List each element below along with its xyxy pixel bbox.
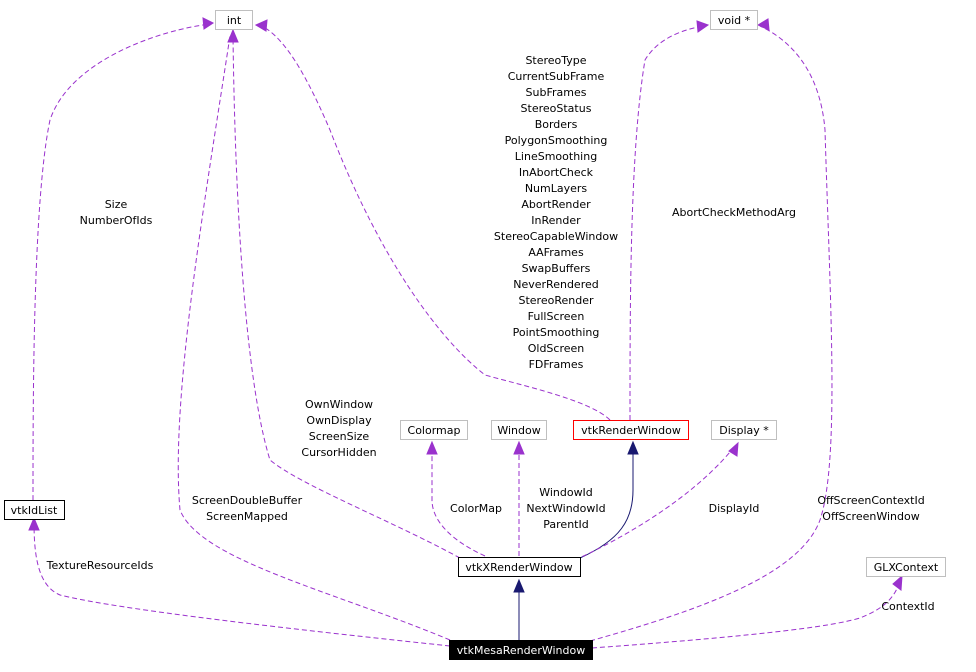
edge-mesa-void	[589, 25, 833, 642]
edge-label-line: OldScreen	[528, 342, 585, 355]
arrowhead-window	[513, 440, 525, 455]
edge-label-window: WindowId NextWindowId ParentId	[526, 486, 605, 531]
edge-label-line: ScreenDoubleBuffer	[192, 494, 303, 507]
edge-label-line: NextWindowId	[526, 502, 605, 515]
node-int-label: int	[227, 14, 242, 27]
edge-label-line: SwapBuffers	[522, 262, 591, 275]
arrowhead-int-left	[202, 17, 214, 30]
edge-label-line: DisplayId	[709, 502, 760, 515]
edge-renderwindow-int	[261, 25, 611, 421]
edge-label-int-mesa: ScreenDoubleBuffer ScreenMapped	[192, 494, 303, 523]
edge-label-line: NumberOfIds	[80, 214, 153, 227]
node-display-ptr: Display *	[711, 420, 777, 440]
edge-label-line: SubFrames	[526, 86, 587, 99]
edge-label-line: TextureResourceIds	[46, 559, 154, 572]
edge-label-line: StereoStatus	[521, 102, 592, 115]
edge-mesa-int-left	[177, 35, 451, 641]
edge-label-line: ScreenSize	[309, 430, 370, 443]
arrowhead-colormap	[426, 440, 438, 455]
edge-label-glx: ContextId	[881, 600, 934, 613]
edge-xrender-int	[232, 35, 461, 559]
arrowhead-int-right	[254, 19, 268, 32]
edge-label-line: InRender	[531, 214, 581, 227]
edge-xrender-display	[574, 445, 736, 561]
edge-label-void-mesa: OffScreenContextId OffScreenWindow	[817, 494, 924, 523]
edge-label-line: ContextId	[881, 600, 934, 613]
edge-label-line: StereoType	[525, 54, 586, 67]
node-vtkidlist: vtkIdList	[4, 500, 65, 520]
node-window: Window	[491, 420, 547, 440]
edge-label-int-idlist: Size NumberOfIds	[80, 198, 153, 227]
edge-label-line: OwnWindow	[305, 398, 373, 411]
arrowhead-xrender	[513, 578, 525, 593]
edge-label-line: ScreenMapped	[206, 510, 288, 523]
edge-label-int-renderwindow: StereoType CurrentSubFrame SubFrames Stereo…	[494, 54, 618, 371]
edge-label-line: StereoRender	[518, 294, 593, 307]
node-vtkidlist-label: vtkIdList	[11, 504, 58, 517]
edge-label-line: NumLayers	[525, 182, 588, 195]
node-vtkxrenderwindow: vtkXRenderWindow	[458, 557, 581, 577]
node-colormap-label: Colormap	[408, 424, 461, 437]
edge-label-line: CursorHidden	[301, 446, 376, 459]
arrowhead-idlist	[28, 516, 40, 531]
edge-xrender-colormap	[431, 446, 486, 557]
edge-label-int-xrender: OwnWindow OwnDisplay ScreenSize CursorHidde…	[301, 398, 376, 459]
edge-label-line: FDFrames	[529, 358, 584, 371]
edge-idlist-int	[32, 23, 211, 501]
arrowhead-display	[728, 441, 739, 457]
node-void-ptr-label: void *	[718, 14, 751, 27]
node-glxcontext: GLXContext	[866, 557, 946, 577]
edge-label-line: ParentId	[543, 518, 588, 531]
edge-label-line: WindowId	[539, 486, 593, 499]
node-window-label: Window	[497, 424, 540, 437]
node-display-ptr-label: Display *	[719, 424, 769, 437]
edge-label-idlist-mesa: TextureResourceIds	[46, 559, 154, 572]
edge-label-line: AAFrames	[528, 246, 584, 259]
edge-label-line: NeverRendered	[513, 278, 598, 291]
edge-mesa-glx	[591, 579, 901, 649]
node-int: int	[215, 10, 253, 30]
edge-label-line: CurrentSubFrame	[508, 70, 605, 83]
edge-label-colormap: ColorMap	[450, 502, 502, 515]
edge-label-line: FullScreen	[528, 310, 585, 323]
node-vtkmesarenderwindow-label: vtkMesaRenderWindow	[457, 644, 585, 657]
arrowheads	[28, 17, 903, 593]
node-vtkmesarenderwindow: vtkMesaRenderWindow	[449, 640, 593, 660]
edge-label-line: AbortCheckMethodArg	[672, 206, 796, 219]
edge-label-line: OffScreenContextId	[817, 494, 924, 507]
arrowhead-glx	[892, 574, 903, 591]
node-vtkxrenderwindow-label: vtkXRenderWindow	[465, 561, 572, 574]
edge-label-line: PointSmoothing	[513, 326, 600, 339]
edge-renderwindow-void	[629, 25, 706, 421]
edge-label-line: PolygonSmoothing	[505, 134, 608, 147]
edge-label-line: Size	[105, 198, 128, 211]
node-vtkrenderwindow: vtkRenderWindow	[573, 420, 689, 440]
edge-label-display: DisplayId	[709, 502, 760, 515]
edge-label-line: StereoCapableWindow	[494, 230, 618, 243]
node-colormap: Colormap	[400, 420, 468, 440]
edge-label-line: ColorMap	[450, 502, 502, 515]
arrowhead-int-bottom	[227, 28, 239, 43]
arrowhead-renderwindow	[627, 440, 639, 455]
node-void-ptr: void *	[710, 10, 758, 30]
edge-label-line: Borders	[535, 118, 578, 131]
edge-label-line: OffScreenWindow	[822, 510, 919, 523]
edge-mesa-idlist	[33, 519, 451, 647]
edge-label-line: InAbortCheck	[519, 166, 594, 179]
edge-label-line: AbortRender	[521, 198, 591, 211]
edge-label-line: OwnDisplay	[306, 414, 372, 427]
edge-label-void-renderwindow: AbortCheckMethodArg	[672, 206, 796, 219]
node-vtkrenderwindow-label: vtkRenderWindow	[581, 424, 681, 437]
node-glxcontext-label: GLXContext	[874, 561, 939, 574]
edge-label-line: LineSmoothing	[515, 150, 597, 163]
arrowhead-void-left	[696, 20, 710, 33]
edges	[32, 23, 901, 649]
arrowhead-void-right	[756, 18, 770, 31]
